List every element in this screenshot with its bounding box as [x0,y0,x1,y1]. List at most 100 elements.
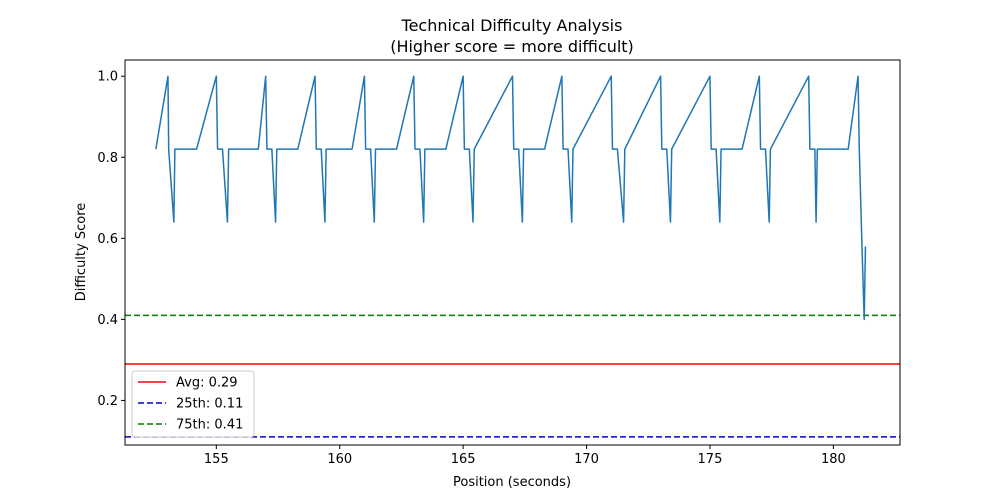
data-point [666,148,668,150]
data-point [351,148,353,150]
data-point [623,221,625,223]
data-point [365,148,367,150]
data-point [373,221,375,223]
data-point [715,148,717,150]
y-tick-label: 0.8 [97,151,118,166]
data-point [612,148,614,150]
data-point [275,221,277,223]
data-point [765,148,767,150]
data-point [445,148,447,150]
chart-title: Technical Difficulty Analysis [401,16,623,35]
data-point [217,148,219,150]
data-point [512,75,514,77]
x-tick-label: 155 [204,452,229,467]
data-point [562,148,564,150]
data-point [271,148,273,150]
x-axis-label: Position (seconds) [453,475,571,490]
data-point [513,148,515,150]
y-tick-label: 0.4 [97,313,118,328]
legend: Avg: 0.29 25th: 0.11 75th: 0.41 [132,371,254,437]
data-point [472,221,474,223]
data-point [173,221,175,223]
data-point [861,238,863,240]
data-point [266,148,268,150]
data-point [660,75,662,77]
data-point [297,148,299,150]
data-point [216,75,218,77]
data-point [522,221,524,223]
data-point [168,148,170,150]
legend-label: Avg: 0.29 [176,376,238,391]
data-point [760,148,762,150]
y-tick-label: 1.0 [97,70,118,85]
data-point [396,148,398,150]
data-point [174,148,176,150]
data-point [719,221,721,223]
data-point [863,319,865,321]
data-point [671,148,673,150]
data-point [670,221,672,223]
data-point [624,148,626,150]
data-point [167,75,169,77]
data-point [227,221,229,223]
data-point [770,148,772,150]
data-point [414,148,416,150]
data-point [375,148,377,150]
legend-label: 75th: 0.41 [176,418,243,433]
data-point [324,221,326,223]
data-point [424,148,426,150]
data-point [567,148,569,150]
data-point [710,148,712,150]
data-point [419,148,421,150]
y-axis-label: Difficulty Score [74,203,89,302]
data-point [155,148,157,150]
data-point [469,148,471,150]
data-point [759,75,761,77]
data-point [847,148,849,150]
data-point [462,75,464,77]
data-point [865,246,867,248]
data-point [523,148,525,150]
x-tick-label: 175 [698,452,723,467]
data-point [276,148,278,150]
x-tick-label: 170 [574,452,599,467]
data-point [265,75,267,77]
data-point [423,221,425,223]
legend-label: 25th: 0.11 [176,397,243,412]
data-point [314,75,316,77]
y-tick-label: 0.6 [97,232,118,247]
data-point [809,148,811,150]
data-point [817,148,819,150]
data-point [857,75,859,77]
data-point [610,75,612,77]
data-point [709,75,711,77]
data-point [325,148,327,150]
data-point [518,148,520,150]
data-point [315,148,317,150]
data-point [768,221,770,223]
data-point [370,148,372,150]
data-point [561,75,563,77]
y-tick-label: 0.2 [97,394,118,409]
data-point [473,148,475,150]
data-point [661,148,663,150]
data-point [257,148,259,150]
data-point [364,75,366,77]
data-point [720,148,722,150]
data-point [572,148,574,150]
data-point [222,148,224,150]
x-tick-label: 180 [821,452,846,467]
data-point [413,75,415,77]
x-tick-label: 165 [451,452,476,467]
data-point [320,148,322,150]
data-point [741,148,743,150]
data-point [228,148,230,150]
data-point [617,148,619,150]
data-point [808,75,810,77]
data-point [814,148,816,150]
data-point [815,221,817,223]
data-point [858,148,860,150]
data-point [464,148,466,150]
data-point [571,221,573,223]
